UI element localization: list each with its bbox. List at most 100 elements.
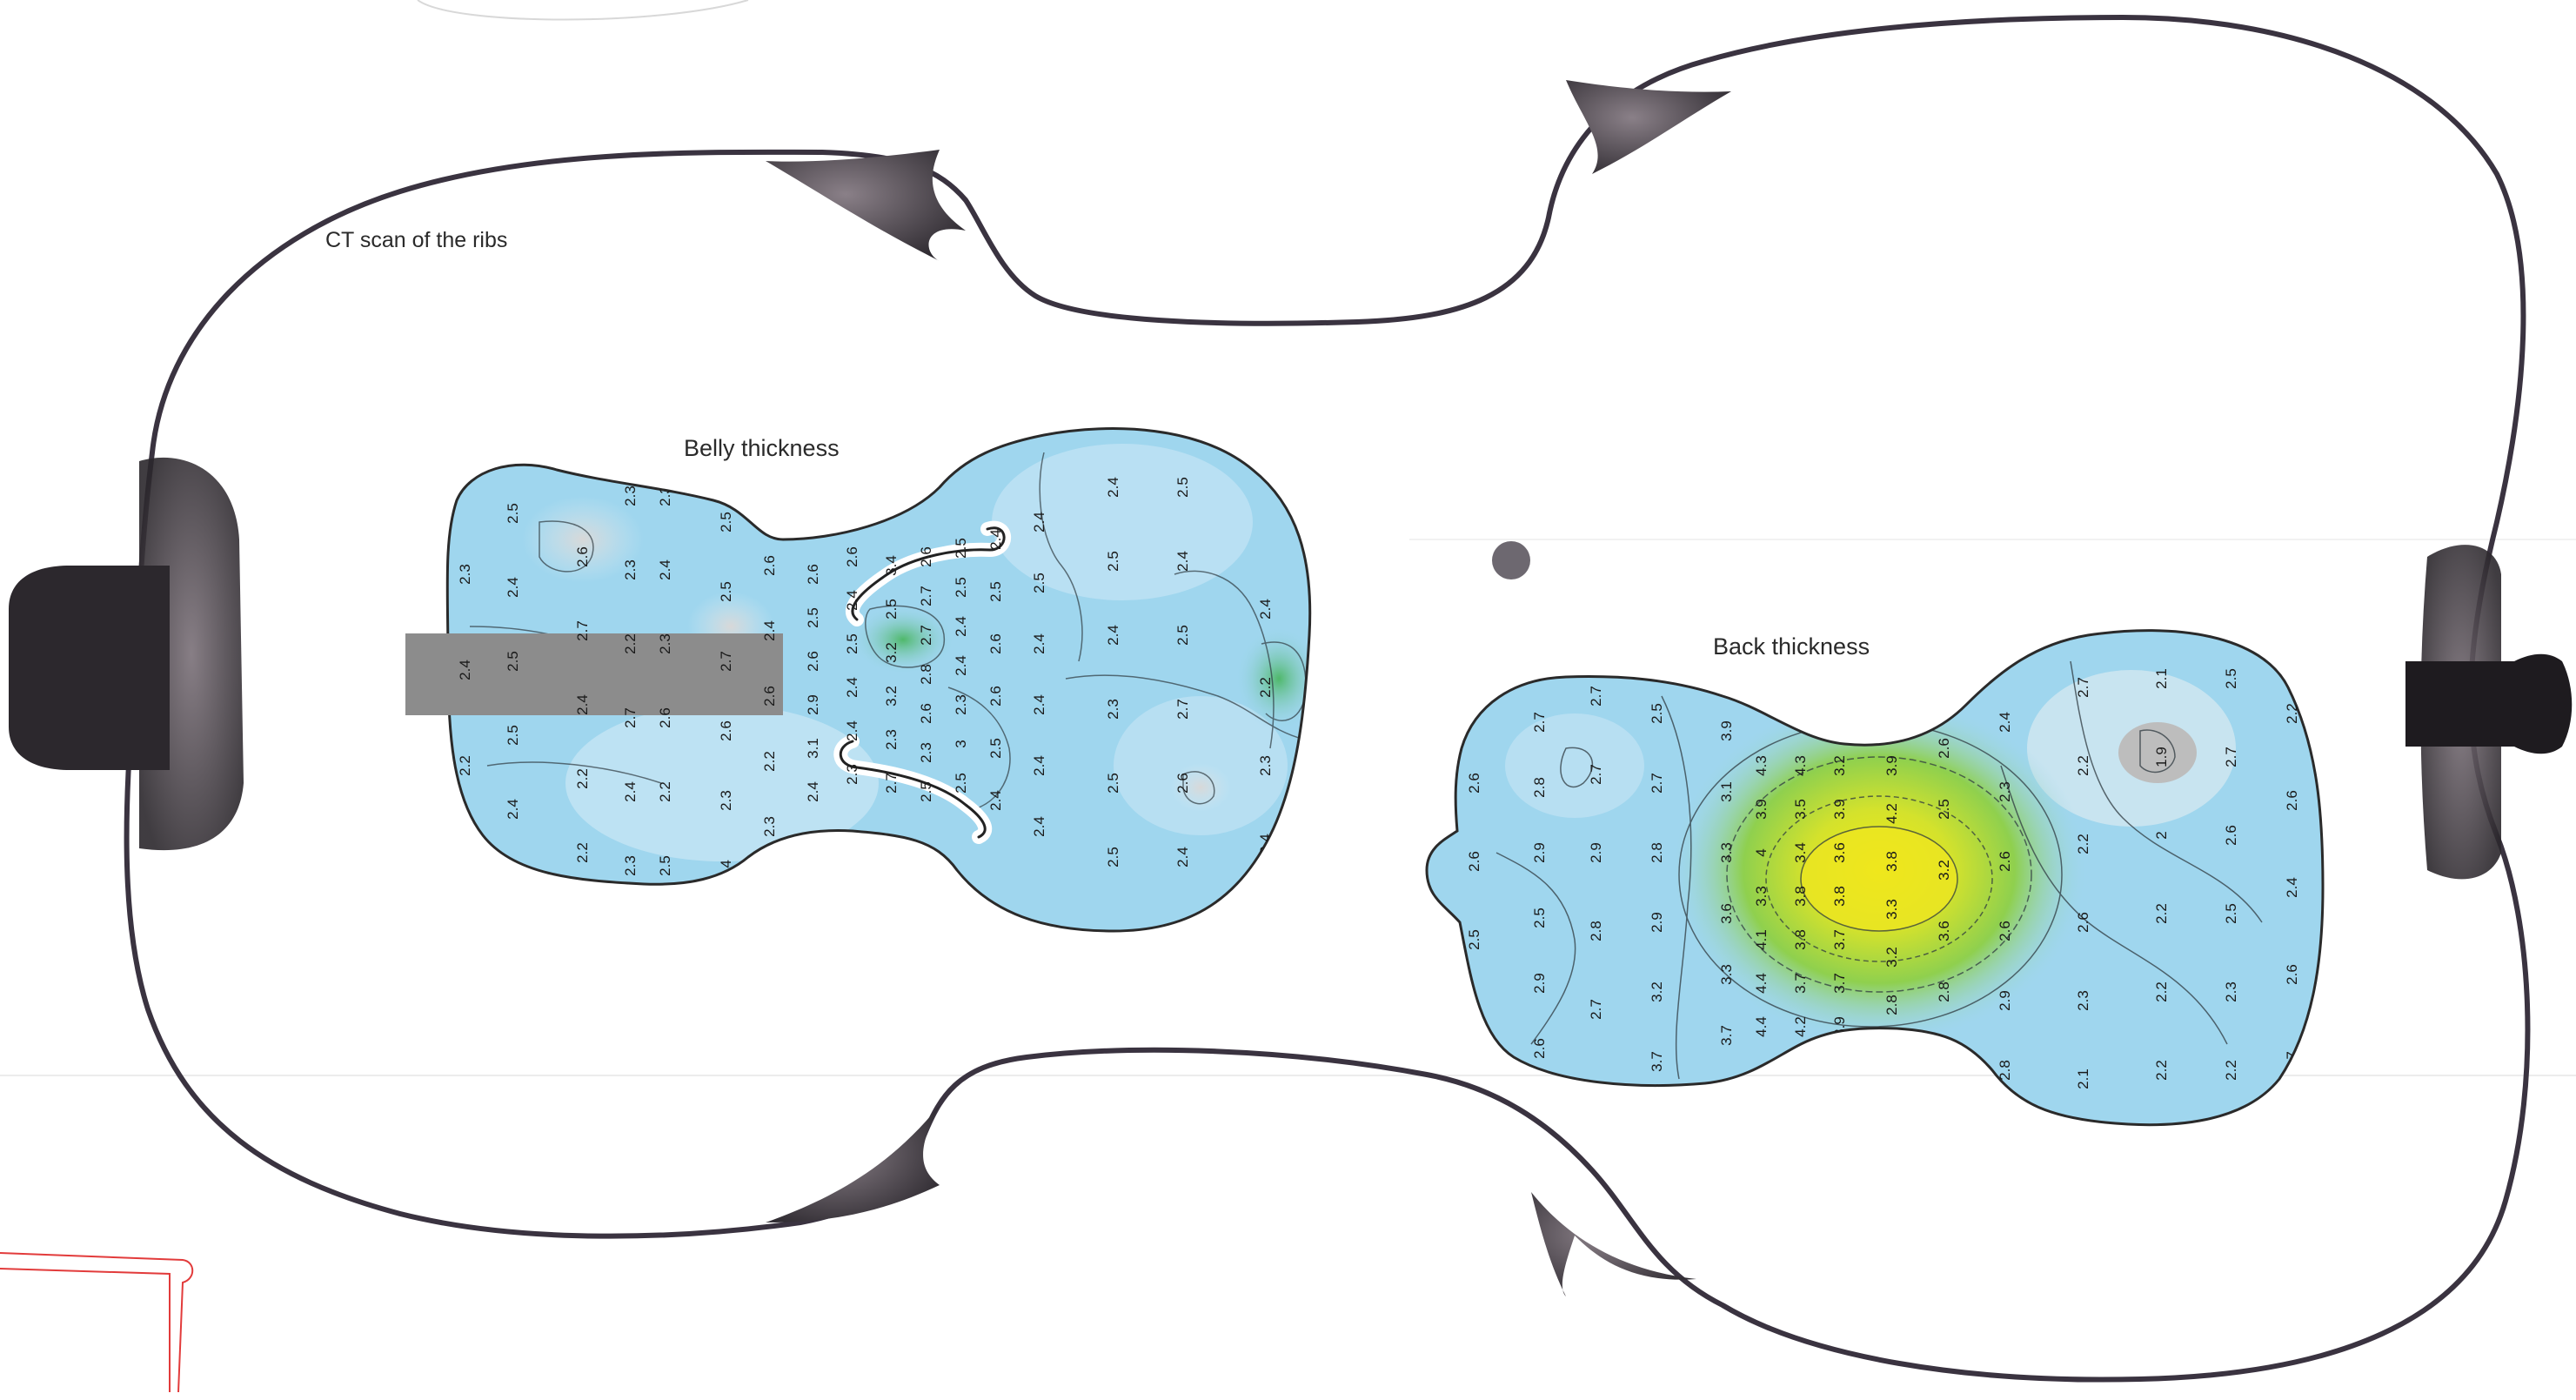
back-readings: 2.6 2.6 2.5 2.5 2.7 2.8 2.9 2.5 2.9 2.6 2.7 2.7 2.9 2…	[1466, 668, 2300, 1089]
thickness-reading: 2.6	[987, 633, 1004, 654]
thickness-reading: 2.5	[987, 581, 1004, 602]
back-thickness-map	[1425, 629, 2325, 1127]
corner-blocks	[766, 80, 1731, 1296]
thickness-reading: 2.6	[1531, 1038, 1548, 1059]
thickness-reading: 2.6	[2284, 790, 2300, 811]
thickness-reading: 2.6	[1997, 921, 2013, 941]
thickness-reading: 4.4	[1753, 973, 1770, 994]
thickness-reading: 2.4	[1257, 599, 1274, 620]
thickness-reading: 3.9	[1831, 799, 1848, 820]
thickness-reading: 2.4	[1174, 847, 1191, 867]
thickness-reading: 2.6	[1997, 851, 2013, 872]
thickness-reading: 2.5	[2223, 903, 2239, 924]
thickness-reading: 2.5	[805, 607, 821, 628]
thickness-reading: 3.7	[1649, 1051, 1665, 1072]
thickness-reading: 2.2	[2075, 834, 2091, 854]
thickness-reading: 2.7	[574, 620, 591, 641]
thickness-reading: 2.3	[883, 729, 900, 750]
thickness-reading: 2.4	[718, 860, 734, 881]
thickness-reading: 2.2	[2153, 903, 2170, 924]
thickness-reading: 2.6	[844, 546, 860, 567]
ribs-label: CT scan of the ribs	[325, 228, 507, 252]
thickness-reading: 2.4	[987, 529, 1004, 550]
thickness-reading: 2.8	[1531, 777, 1548, 798]
thickness-reading: 2.4	[953, 655, 969, 676]
neck-block	[9, 457, 244, 851]
thickness-reading: 2.6	[1936, 738, 1952, 759]
thickness-reading: 2.7	[2223, 747, 2239, 767]
thickness-reading: 2.7	[918, 586, 934, 606]
thickness-reading: 2.7	[2075, 677, 2091, 698]
thickness-reading: 2.8	[1997, 1060, 2013, 1081]
thickness-reading: 3.5	[1792, 799, 1809, 820]
thickness-reading: 4.2	[1792, 1016, 1809, 1037]
thickness-reading: 2.5	[953, 538, 969, 559]
thickness-reading: 2.4	[1997, 712, 2013, 733]
thickness-reading: 3.8	[1883, 851, 1900, 872]
thickness-reading: 3.7	[1792, 973, 1809, 994]
thickness-reading: 3.8	[1831, 886, 1848, 907]
thickness-reading: 2.3	[2075, 990, 2091, 1011]
belly-thickness-label: Belly thickness	[684, 435, 840, 461]
thickness-reading: 2.5	[505, 503, 521, 524]
thickness-reading: 3.1	[1718, 781, 1735, 802]
thickness-reading: 2.5	[1174, 625, 1191, 646]
thickness-reading: 2.2	[2223, 1060, 2239, 1081]
thickness-reading: 2.8	[1936, 981, 1952, 1002]
thickness-reading: 3.2	[883, 642, 900, 663]
thickness-reading: 2.6	[1466, 851, 1482, 872]
thickness-reading: 2.9	[1531, 842, 1548, 863]
thickness-reading: 2.5	[953, 577, 969, 598]
thickness-reading: 2.3	[622, 855, 639, 876]
thickness-reading: 2.6	[2284, 964, 2300, 985]
thickness-reading: 2.5	[2223, 668, 2239, 689]
thickness-reading: 2.2	[574, 842, 591, 863]
thickness-reading: 2.3	[622, 486, 639, 506]
thickness-reading: 2.3	[657, 633, 673, 654]
thickness-reading: 2.2	[2153, 1060, 2170, 1081]
thickness-reading: 3.2	[1936, 860, 1952, 881]
thickness-reading: 2.7	[918, 625, 934, 646]
thickness-reading: 2.9	[1997, 990, 2013, 1011]
thickness-reading: 2.6	[805, 651, 821, 672]
thickness-reading: 2.2	[657, 781, 673, 802]
thickness-reading: 3	[953, 740, 969, 747]
thickness-reading: 2.5	[657, 855, 673, 876]
thickness-reading: 2.4	[1105, 625, 1121, 646]
thickness-reading: 2.4	[1031, 633, 1047, 654]
thickness-reading: 3.3	[1718, 842, 1735, 863]
thickness-reading: 3.9	[1718, 720, 1735, 741]
thickness-reading: 2.4	[761, 620, 778, 641]
thickness-reading: 2.3	[622, 559, 639, 580]
thickness-reading: 2.5	[457, 851, 473, 872]
thickness-reading: 2.5	[1531, 908, 1548, 928]
thickness-reading: 2.7	[1649, 773, 1665, 794]
thickness-reading: 2.6	[918, 546, 934, 567]
thickness-reading: 3.6	[1718, 903, 1735, 924]
thickness-reading: 2.6	[761, 686, 778, 707]
thickness-reading: 2.4	[1257, 834, 1274, 854]
thickness-reading: 2.7	[883, 773, 900, 794]
thickness-reading: 2.2	[2284, 703, 2300, 724]
thickness-reading: 2.6	[718, 720, 734, 741]
thickness-reading: 2.6	[918, 703, 934, 724]
thickness-reading: 2.3	[2223, 981, 2239, 1002]
thickness-reading: 2.3	[1105, 699, 1121, 720]
thickness-reading: 2.4	[2284, 877, 2300, 898]
rib-outline	[124, 14, 2531, 1383]
thickness-reading: 2.4	[953, 616, 969, 637]
thickness-reading: 2.6	[2223, 825, 2239, 846]
thickness-reading: 2.6	[2075, 912, 2091, 933]
thickness-reading: 2.5	[1031, 573, 1047, 593]
thickness-reading: 2.4	[505, 799, 521, 820]
thickness-reading: 2.5	[1105, 847, 1121, 867]
thickness-reading: 2.5	[1936, 799, 1952, 820]
thickness-reading: 3.2	[883, 686, 900, 707]
thickness-reading: 2.9	[805, 694, 821, 715]
thickness-reading: 2.5	[918, 781, 934, 802]
thickness-reading: 2.5	[1466, 929, 1482, 950]
thickness-reading: 2.4	[1031, 755, 1047, 776]
thickness-reading: 3.8	[1792, 929, 1809, 950]
thickness-reading: 2.6	[574, 546, 591, 567]
thickness-reading: 3.9	[1883, 755, 1900, 776]
